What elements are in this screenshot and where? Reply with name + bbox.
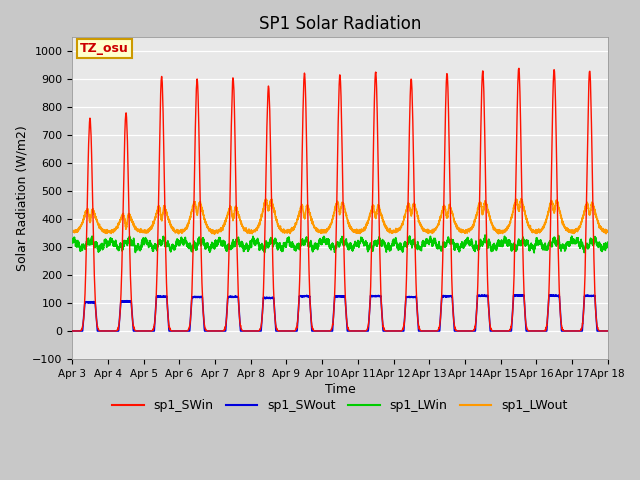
sp1_SWin	[604, 328, 612, 334]
Title: SP1 Solar Radiation: SP1 Solar Radiation	[259, 15, 421, 33]
sp1_SWout	[490, 328, 498, 334]
sp1_LWin	[460, 242, 468, 248]
sp1_LWout	[431, 228, 438, 233]
sp1_LWin	[320, 235, 328, 241]
sp1_LWout	[517, 196, 525, 202]
sp1_SWin	[430, 328, 438, 334]
sp1_LWin	[490, 245, 498, 251]
sp1_LWout	[68, 228, 76, 234]
sp1_LWin	[481, 232, 489, 238]
sp1_SWout	[604, 328, 612, 334]
sp1_SWout	[430, 328, 438, 334]
sp1_SWout	[547, 292, 554, 298]
Line: sp1_LWout: sp1_LWout	[72, 199, 608, 234]
Line: sp1_LWin: sp1_LWin	[72, 235, 608, 253]
sp1_LWout	[604, 228, 611, 234]
sp1_LWin	[531, 250, 538, 256]
sp1_SWin	[515, 65, 523, 71]
sp1_LWout	[460, 228, 468, 234]
X-axis label: Time: Time	[324, 383, 355, 396]
sp1_LWin	[604, 242, 611, 248]
Line: sp1_SWout: sp1_SWout	[72, 295, 608, 331]
sp1_LWout	[320, 228, 328, 234]
sp1_SWout	[460, 328, 468, 334]
sp1_LWin	[430, 238, 438, 243]
sp1_LWout	[211, 231, 218, 237]
sp1_LWout	[604, 228, 612, 234]
sp1_SWin	[68, 328, 76, 334]
Legend: sp1_SWin, sp1_SWout, sp1_LWin, sp1_LWout: sp1_SWin, sp1_SWout, sp1_LWin, sp1_LWout	[108, 394, 573, 417]
sp1_SWin	[460, 328, 468, 334]
Y-axis label: Solar Radiation (W/m2): Solar Radiation (W/m2)	[15, 125, 28, 271]
sp1_SWout	[604, 328, 611, 334]
Text: TZ_osu: TZ_osu	[80, 42, 129, 55]
sp1_SWout	[164, 319, 172, 325]
Line: sp1_SWin: sp1_SWin	[72, 68, 608, 331]
sp1_SWin	[604, 328, 611, 334]
sp1_SWout	[68, 328, 76, 334]
sp1_LWout	[164, 216, 172, 221]
sp1_SWin	[490, 328, 498, 334]
sp1_LWin	[164, 242, 172, 248]
sp1_SWin	[320, 328, 328, 334]
sp1_LWout	[490, 225, 498, 231]
sp1_LWin	[604, 240, 612, 245]
sp1_LWin	[68, 240, 76, 245]
sp1_SWin	[164, 319, 172, 324]
sp1_SWout	[320, 328, 328, 334]
